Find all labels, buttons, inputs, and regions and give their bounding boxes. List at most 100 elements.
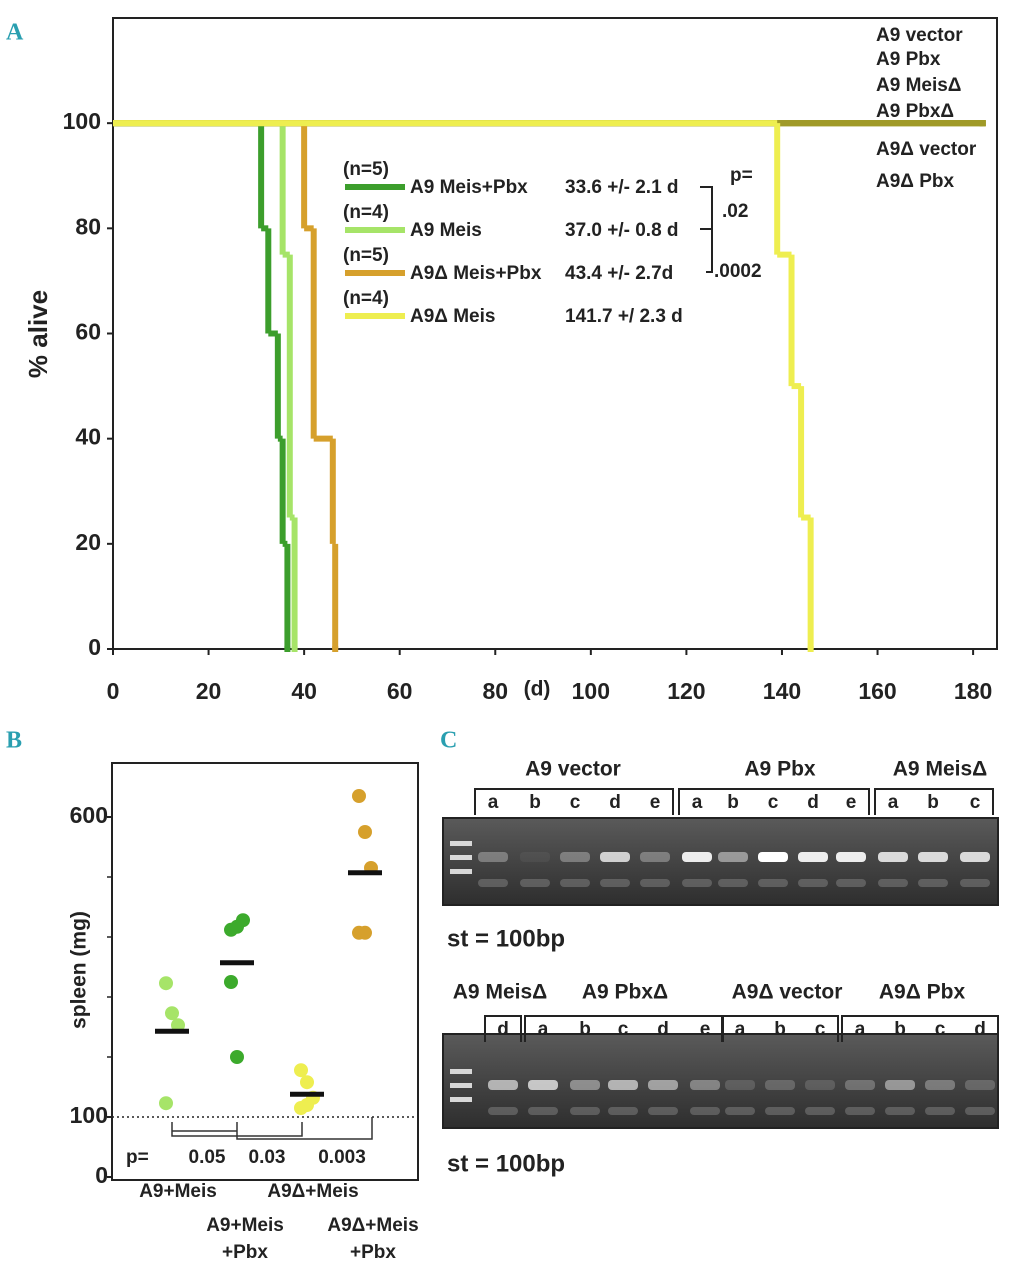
- y-tick-label: 80: [75, 213, 101, 239]
- p-brackets: [171, 1117, 373, 1140]
- x-category-label: +Pbx: [222, 1242, 268, 1263]
- gel-band: [960, 852, 990, 862]
- x-tick-label: 120: [667, 678, 705, 704]
- lane-label: b: [894, 1019, 906, 1040]
- p-value: 0.05: [189, 1147, 226, 1168]
- primer-band: [836, 879, 866, 887]
- y-axis-label: spleen (mg): [68, 911, 91, 1029]
- gel-band: [560, 852, 590, 862]
- dot: [236, 913, 250, 928]
- gel-band: [798, 852, 828, 862]
- y-tick-label: 600: [70, 802, 108, 828]
- primer-band: [798, 879, 828, 887]
- dot: [300, 1098, 314, 1112]
- panel-label: B: [6, 728, 22, 754]
- gel-band: [836, 852, 866, 862]
- gel-band: [965, 1080, 995, 1090]
- primer-band: [960, 879, 990, 887]
- primer-band: [648, 1107, 678, 1115]
- primer-band: [600, 879, 630, 887]
- primer-band: [805, 1107, 835, 1115]
- panel-label: C: [440, 728, 457, 754]
- primer-band: [718, 879, 748, 887]
- primer-band: [878, 879, 908, 887]
- gel-band: [885, 1080, 915, 1090]
- lane-label: a: [888, 792, 899, 813]
- dot: [300, 1075, 314, 1090]
- gel-group-label: A9Δ Pbx: [879, 981, 966, 1004]
- p-value: .02: [722, 201, 748, 222]
- y-tick-label: 40: [75, 424, 101, 450]
- lane-bracket: [721, 1015, 839, 1042]
- legend-stat: 141.7 +/ 2.3 d: [565, 306, 683, 327]
- primer-band: [682, 879, 712, 887]
- panel-label: A: [6, 20, 24, 46]
- lane-label: a: [692, 792, 703, 813]
- dot: [358, 925, 372, 940]
- gel-group-label: A9 MeisΔ: [453, 981, 547, 1004]
- legend-label: A9Δ vector: [876, 139, 977, 160]
- gel-band: [600, 852, 630, 862]
- legend-label: A9 Meis: [410, 220, 482, 241]
- legend-stat: 37.0 +/- 0.8 d: [565, 220, 679, 241]
- legend-label: A9 MeisΔ: [876, 75, 961, 96]
- gel-group-label: A9 PbxΔ: [582, 981, 668, 1004]
- lane-label: c: [935, 1019, 946, 1040]
- gel-band: [758, 852, 788, 862]
- gel-band: [682, 852, 712, 862]
- plot-frame: [112, 17, 998, 650]
- gel-band: [878, 852, 908, 862]
- lane-label: d: [497, 1019, 509, 1040]
- x-category-label: A9+Meis: [206, 1215, 284, 1236]
- gel-band: [608, 1080, 638, 1090]
- gel-band: [805, 1080, 835, 1090]
- x-tick-label: 140: [763, 678, 801, 704]
- primer-band: [570, 1107, 600, 1115]
- ladder-band: [450, 1069, 472, 1074]
- lane-label: b: [529, 792, 541, 813]
- ladder-band: [450, 841, 472, 846]
- primer-band: [965, 1107, 995, 1115]
- gel-band: [528, 1080, 558, 1090]
- legend-label: A9Δ Pbx: [876, 171, 955, 192]
- gel-group-label: A9 MeisΔ: [893, 758, 987, 781]
- gel-band: [725, 1080, 755, 1090]
- legend-label: A9 PbxΔ: [876, 101, 954, 122]
- ladder-band: [450, 1083, 472, 1088]
- gel-band: [478, 852, 508, 862]
- lane-label: a: [538, 1019, 549, 1040]
- primer-band: [765, 1107, 795, 1115]
- y-tick-label: 0: [95, 1162, 108, 1188]
- lane-label: c: [970, 792, 981, 813]
- bracket: [700, 186, 713, 273]
- x-tick-label: 180: [954, 678, 992, 704]
- lane-label: d: [609, 792, 621, 813]
- gel-band: [718, 852, 748, 862]
- legend-stat: 33.6 +/- 2.1 d: [565, 177, 679, 198]
- dot: [230, 1050, 244, 1064]
- primer-band: [560, 879, 590, 887]
- lane-label: c: [815, 1019, 826, 1040]
- dot: [358, 825, 372, 839]
- x-category-label: A9+Meis: [139, 1181, 217, 1202]
- lane-label: a: [855, 1019, 866, 1040]
- x-category-label: A9Δ+Meis: [327, 1215, 418, 1236]
- legend-label: A9 Meis+Pbx: [410, 177, 528, 198]
- dot: [159, 1096, 173, 1111]
- gel-band: [648, 1080, 678, 1090]
- gel-band: [845, 1080, 875, 1090]
- gel-band: [918, 852, 948, 862]
- primer-band: [608, 1107, 638, 1115]
- gel-band: [765, 1080, 795, 1090]
- legend-n: (n=4): [343, 288, 389, 309]
- x-tick-label: 80: [482, 678, 508, 704]
- lane-label: d: [974, 1019, 986, 1040]
- lane-label: b: [927, 792, 939, 813]
- gel-band: [690, 1080, 720, 1090]
- primer-band: [690, 1107, 720, 1115]
- ladder-band: [450, 869, 472, 874]
- lane-bracket: [841, 1015, 999, 1042]
- x-tick-label: 60: [387, 678, 413, 704]
- y-tick-label: 60: [75, 319, 101, 345]
- primer-band: [478, 879, 508, 887]
